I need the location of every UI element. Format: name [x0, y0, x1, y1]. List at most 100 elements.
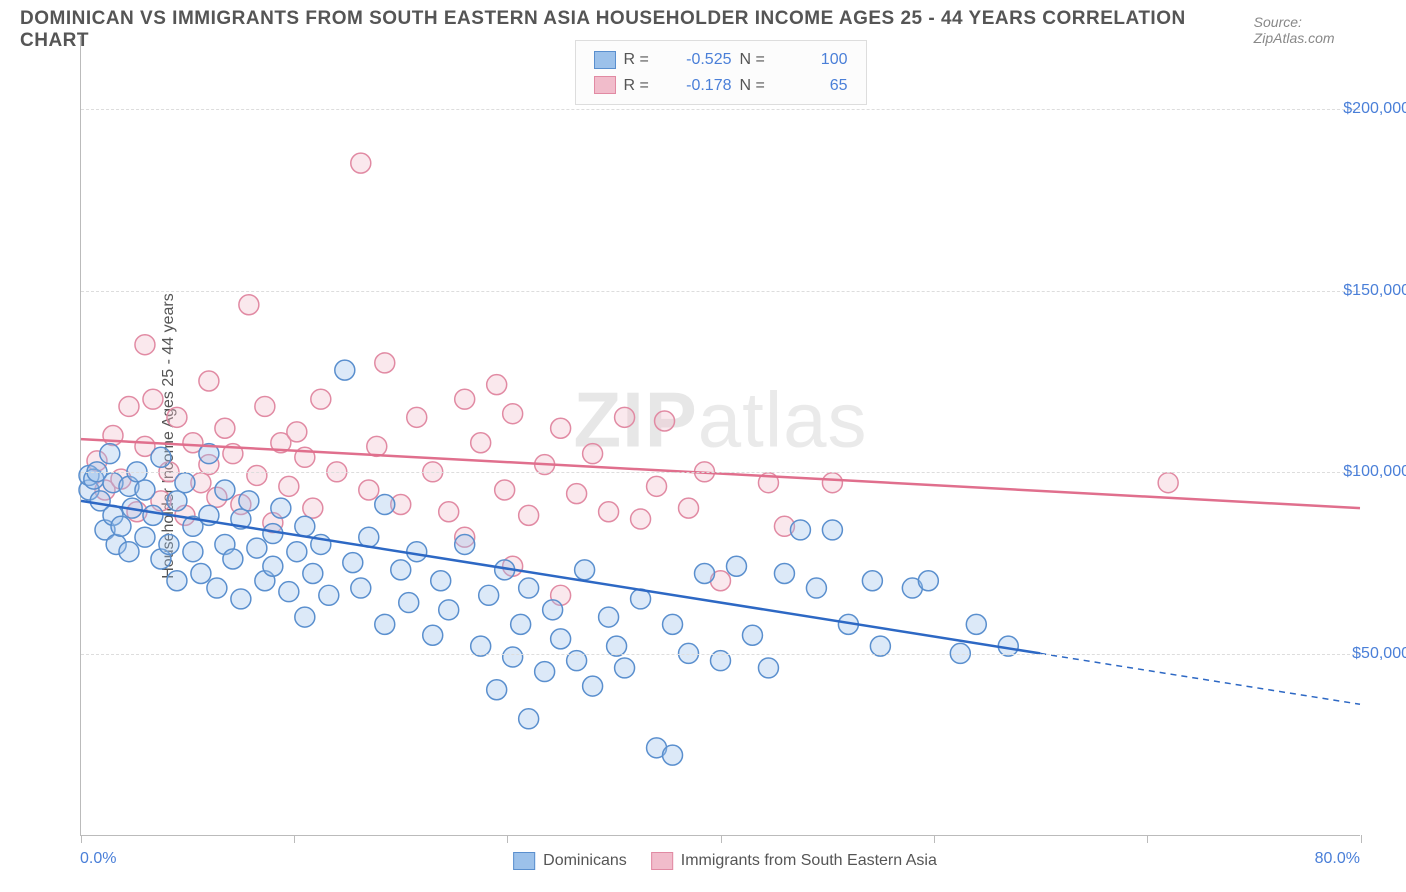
data-point: [822, 473, 842, 493]
data-point: [806, 578, 826, 598]
data-point: [247, 538, 267, 558]
data-point: [599, 502, 619, 522]
x-min-label: 0.0%: [80, 850, 116, 868]
data-point: [319, 585, 339, 605]
data-point: [167, 571, 187, 591]
data-point: [119, 542, 139, 562]
data-point: [607, 636, 627, 656]
scatter-svg: [81, 36, 1360, 835]
correlation-row-1: R = -0.525 N = 100: [594, 47, 848, 73]
data-point: [215, 480, 235, 500]
data-point: [455, 389, 475, 409]
data-point: [295, 516, 315, 536]
n-label: N =: [740, 73, 776, 99]
series-swatch-2: [594, 76, 616, 94]
data-point: [287, 422, 307, 442]
data-point: [375, 495, 395, 515]
data-point: [439, 600, 459, 620]
data-point: [111, 516, 131, 536]
data-point: [870, 636, 890, 656]
y-tick-label: $50,000: [1290, 645, 1406, 663]
x-max-label: 80.0%: [1315, 850, 1360, 868]
data-point: [551, 629, 571, 649]
data-point: [519, 505, 539, 525]
n-value-1: 100: [784, 47, 848, 73]
data-point: [1158, 473, 1178, 493]
data-point: [455, 534, 475, 554]
data-point: [239, 491, 259, 511]
data-point: [615, 658, 635, 678]
correlation-legend: R = -0.525 N = 100 R = -0.178 N = 65: [575, 40, 867, 105]
data-point: [407, 407, 427, 427]
gridline: [81, 109, 1360, 110]
data-point: [615, 407, 635, 427]
data-point: [143, 505, 163, 525]
data-point: [631, 509, 651, 529]
data-point: [231, 589, 251, 609]
data-point: [303, 564, 323, 584]
data-point: [471, 433, 491, 453]
data-point: [790, 520, 810, 540]
data-point: [271, 498, 291, 518]
y-tick-label: $150,000: [1290, 282, 1406, 300]
data-point: [375, 353, 395, 373]
data-point: [535, 662, 555, 682]
x-tick: [934, 835, 935, 843]
data-point: [567, 484, 587, 504]
data-point: [367, 436, 387, 456]
data-point: [199, 371, 219, 391]
legend-swatch-2: [651, 852, 673, 870]
r-value-1: -0.525: [668, 47, 732, 73]
data-point: [183, 542, 203, 562]
gridline: [81, 654, 1360, 655]
data-point: [511, 614, 531, 634]
correlation-row-2: R = -0.178 N = 65: [594, 73, 848, 99]
x-tick: [1147, 835, 1148, 843]
data-point: [103, 426, 123, 446]
y-tick-label: $200,000: [1290, 100, 1406, 118]
data-point: [119, 396, 139, 416]
x-tick: [81, 835, 82, 843]
data-point: [279, 582, 299, 602]
data-point: [295, 607, 315, 627]
data-point: [583, 444, 603, 464]
data-point: [247, 465, 267, 485]
data-point: [135, 480, 155, 500]
data-point: [287, 542, 307, 562]
r-value-2: -0.178: [668, 73, 732, 99]
data-point: [100, 444, 120, 464]
data-point: [167, 491, 187, 511]
legend-swatch-1: [513, 852, 535, 870]
data-point: [519, 709, 539, 729]
data-point: [175, 473, 195, 493]
data-point: [151, 447, 171, 467]
data-point: [471, 636, 491, 656]
data-point: [335, 360, 355, 380]
data-point: [479, 585, 499, 605]
data-point: [575, 560, 595, 580]
data-point: [223, 549, 243, 569]
series-swatch-1: [594, 51, 616, 69]
data-point: [375, 614, 395, 634]
data-point: [774, 564, 794, 584]
data-point: [583, 676, 603, 696]
data-point: [303, 498, 323, 518]
data-point: [487, 680, 507, 700]
data-point: [663, 745, 683, 765]
data-point: [311, 389, 331, 409]
data-point: [647, 476, 667, 496]
series-legend: Dominicans Immigrants from South Eastern…: [513, 852, 937, 870]
data-point: [758, 658, 778, 678]
x-tick: [721, 835, 722, 843]
data-point: [159, 534, 179, 554]
gridline: [81, 472, 1360, 473]
r-label: R =: [624, 73, 660, 99]
r-label: R =: [624, 47, 660, 73]
data-point: [343, 553, 363, 573]
data-point: [191, 564, 211, 584]
data-point: [207, 578, 227, 598]
y-tick-label: $100,000: [1290, 463, 1406, 481]
data-point: [663, 614, 683, 634]
x-tick: [507, 835, 508, 843]
plot-region: ZIPatlas $50,000$100,000$150,000$200,000…: [80, 36, 1360, 836]
